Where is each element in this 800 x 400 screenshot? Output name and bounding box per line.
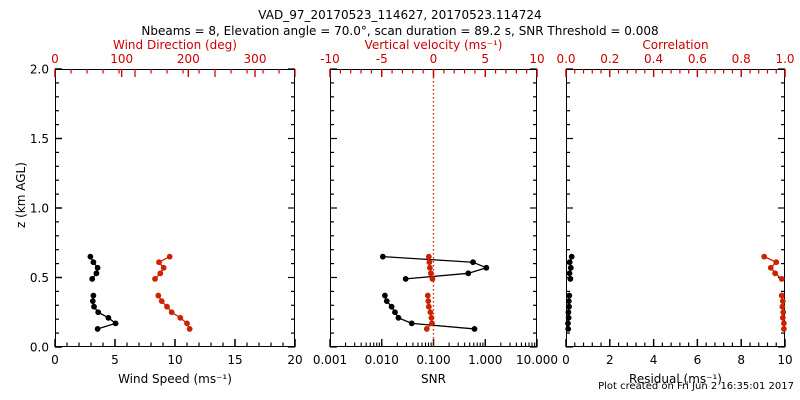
panel-residual-profile — [566, 69, 785, 347]
x-tick-label-top: -10 — [320, 52, 340, 66]
y-tick-label: 0.0 — [30, 341, 49, 355]
x-tick-label-top: 200 — [177, 52, 200, 66]
x-axis-label-top: Vertical velocity (ms⁻¹) — [365, 38, 503, 52]
x-tick-label-top: 300 — [244, 52, 267, 66]
y-axis-label: z (km AGL) — [14, 162, 28, 228]
x-tick-label-bottom: 5 — [111, 353, 119, 367]
figure-subtitle: Nbeams = 8, Elevation angle = 70.0°, sca… — [141, 24, 659, 38]
y-tick-label: 0.5 — [30, 271, 49, 285]
x-tick-label-top: 0 — [51, 52, 59, 66]
x-tick-label-top: 0.4 — [644, 52, 663, 66]
x-tick-label-bottom: 20 — [287, 353, 302, 367]
y-tick-label: 2.0 — [30, 63, 49, 77]
x-tick-label-top: 5 — [481, 52, 489, 66]
y-tick-label: 1.0 — [30, 202, 49, 216]
x-tick-label-bottom: 0 — [51, 353, 59, 367]
panel-wind-profile — [55, 69, 295, 347]
x-tick-label-bottom: 0.100 — [416, 353, 450, 367]
x-tick-label-bottom: 10.000 — [516, 353, 558, 367]
x-tick-label-bottom: 2 — [606, 353, 614, 367]
y-tick-label: 1.5 — [30, 132, 49, 146]
x-tick-label-bottom: 0.001 — [313, 353, 347, 367]
x-tick-label-bottom: 4 — [650, 353, 658, 367]
x-tick-label-top: -5 — [376, 52, 388, 66]
x-tick-label-top: 10 — [529, 52, 544, 66]
x-tick-label-top: 0.6 — [688, 52, 707, 66]
x-tick-label-top: 0.0 — [556, 52, 575, 66]
x-tick-label-bottom: 10 — [777, 353, 792, 367]
x-axis-label-bottom: Wind Speed (ms⁻¹) — [118, 372, 232, 386]
x-tick-label-top: 0.2 — [600, 52, 619, 66]
x-tick-label-bottom: 0.010 — [365, 353, 399, 367]
x-axis-label-top: Wind Direction (deg) — [113, 38, 237, 52]
panel-snr-profile — [330, 69, 537, 347]
x-tick-label-top: 100 — [110, 52, 133, 66]
x-tick-label-top: 1.0 — [775, 52, 794, 66]
figure-title: VAD_97_20170523_114627, 20170523.114724 — [258, 8, 542, 22]
x-tick-label-bottom: 1.000 — [468, 353, 502, 367]
x-axis-label-top: Correlation — [642, 38, 708, 52]
x-tick-label-top: 0.8 — [732, 52, 751, 66]
x-tick-label-bottom: 10 — [167, 353, 182, 367]
creation-timestamp: Plot created on Fri Jun 2 16:35:01 2017 — [598, 381, 794, 392]
x-axis-label-bottom: SNR — [421, 372, 446, 386]
x-tick-label-bottom: 6 — [694, 353, 702, 367]
x-tick-label-bottom: 0 — [562, 353, 570, 367]
x-tick-label-bottom: 8 — [737, 353, 745, 367]
x-tick-label-bottom: 15 — [227, 353, 242, 367]
x-tick-label-top: 0 — [430, 52, 438, 66]
